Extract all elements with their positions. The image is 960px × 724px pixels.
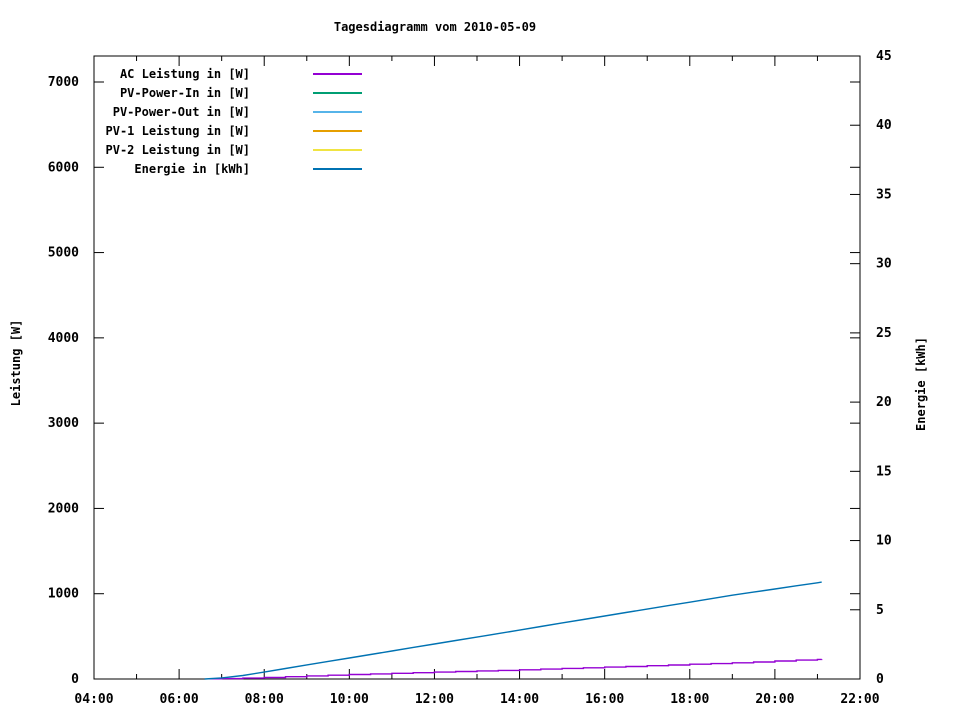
y1-tick-label: 6000 — [48, 160, 79, 175]
y2-tick-label: 5 — [876, 603, 884, 618]
y1-tick-label: 3000 — [48, 416, 79, 431]
y2-axis-label: Energie [kWh] — [914, 337, 928, 431]
y2-tick-label: 10 — [876, 534, 892, 549]
y2-tick-label: 15 — [876, 464, 892, 479]
x-tick-label: 08:00 — [245, 692, 284, 707]
legend-label: PV-Power-Out in [W] — [113, 105, 250, 119]
x-tick-label: 10:00 — [330, 692, 369, 707]
legend-label: PV-2 Leistung in [W] — [106, 143, 251, 157]
y2-tick-label: 35 — [876, 187, 892, 202]
legend-label: PV-1 Leistung in [W] — [106, 124, 251, 138]
series-line-6 — [204, 581, 822, 680]
legend-item: AC Leistung in [W] — [120, 67, 362, 81]
series-line-1 — [208, 658, 823, 680]
y1-tick-label: 1000 — [48, 587, 79, 602]
y1-tick-label: 2000 — [48, 501, 79, 516]
legend-label: AC Leistung in [W] — [120, 67, 250, 81]
x-tick-label: 20:00 — [755, 692, 794, 707]
y2-tick-label: 30 — [876, 257, 892, 272]
legend-label: PV-Power-In in [W] — [120, 86, 250, 100]
y2-tick-label: 45 — [876, 49, 892, 64]
legend-item: PV-Power-In in [W] — [120, 86, 362, 100]
x-tick-label: 06:00 — [160, 692, 199, 707]
chart-legend: AC Leistung in [W] PV-Power-In in [W] PV-P… — [106, 67, 362, 176]
y1-tick-label: 7000 — [48, 75, 79, 90]
legend-item: PV-1 Leistung in [W] — [106, 124, 362, 138]
legend-item: Energie in [kWh] — [134, 162, 362, 176]
x-tick-label: 18:00 — [670, 692, 709, 707]
y2-tick-label: 40 — [876, 118, 892, 133]
y1-tick-label: 5000 — [48, 246, 79, 261]
y2-tick-label: 20 — [876, 395, 892, 410]
x-tick-label: 22:00 — [840, 692, 879, 707]
x-tick-label: 12:00 — [415, 692, 454, 707]
legend-item: PV-2 Leistung in [W] — [106, 143, 362, 157]
legend-label: Energie in [kWh] — [134, 162, 250, 176]
y1-tick-label: 0 — [71, 672, 79, 687]
y2-tick-label: 0 — [876, 672, 884, 687]
legend-item: PV-Power-Out in [W] — [113, 105, 362, 119]
plot-area: 04:00 06:00 08:00 10:00 12:00 14:00 16:00 18:00… — [48, 49, 892, 707]
chart-title: Tagesdiagramm vom 2010-05-09 — [334, 20, 536, 34]
x-tick-label: 04:00 — [74, 692, 113, 707]
y1-axis-label: Leistung [W] — [9, 320, 23, 407]
x-tick-label: 14:00 — [500, 692, 539, 707]
y1-tick-label: 4000 — [48, 331, 79, 346]
y2-tick-label: 25 — [876, 326, 892, 341]
x-tick-label: 16:00 — [585, 692, 624, 707]
